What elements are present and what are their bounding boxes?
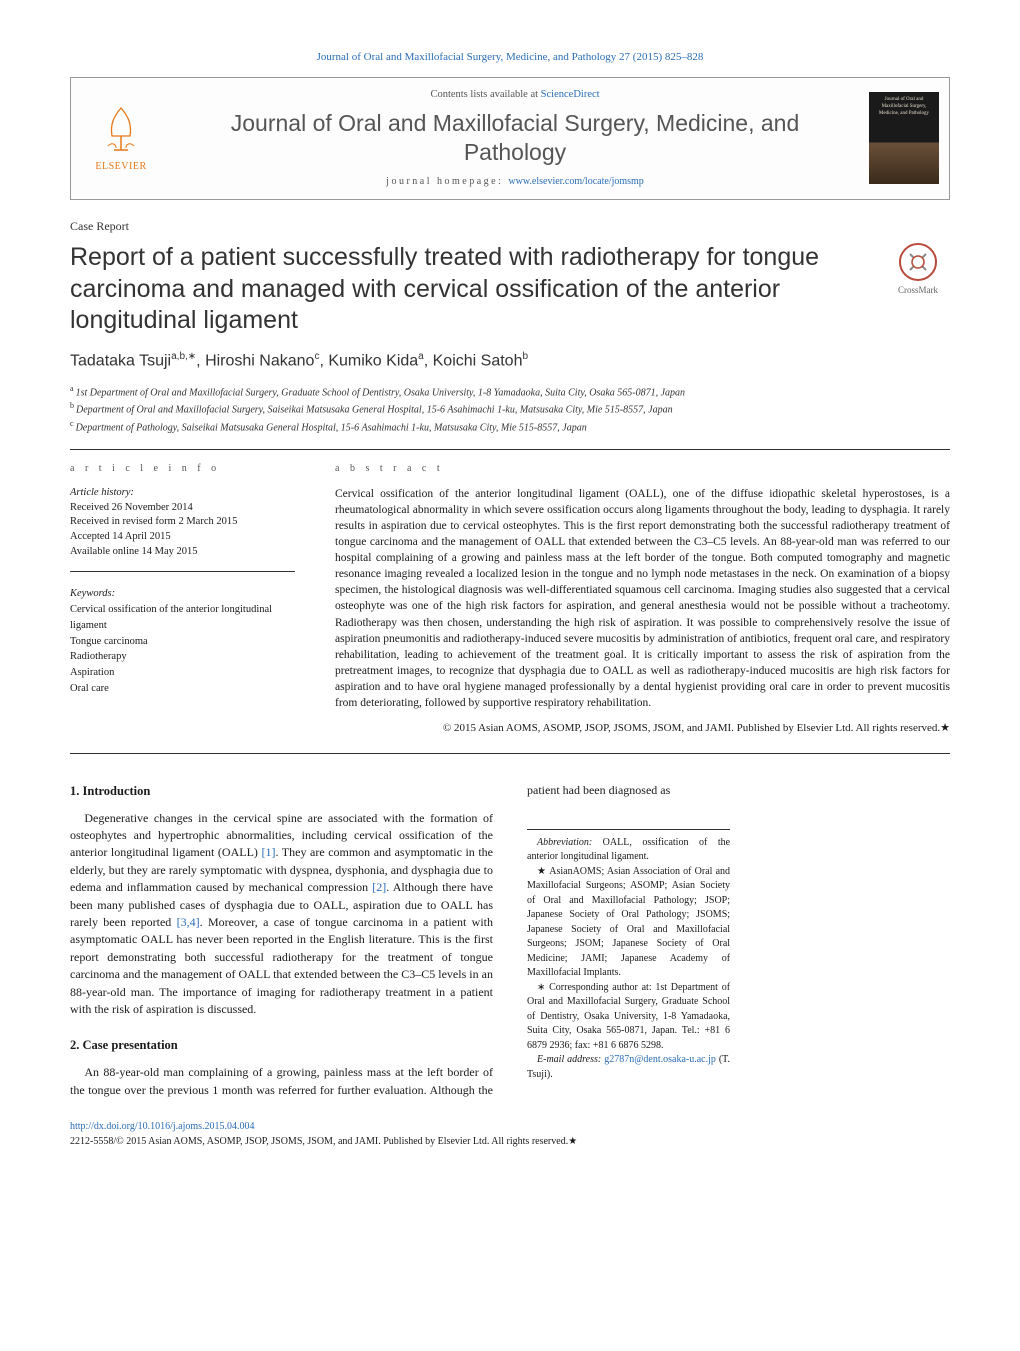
journal-header: ELSEVIER Contents lists available at Sci…: [70, 77, 950, 199]
section-2-heading: 2. Case presentation: [70, 1036, 493, 1054]
author-1: Tadataka Tsuji: [70, 352, 171, 369]
bottom-block: http://dx.doi.org/10.1016/j.ajoms.2015.0…: [70, 1119, 950, 1149]
intro-paragraph: Degenerative changes in the cervical spi…: [70, 810, 493, 1019]
article-info-heading: a r t i c l e i n f o: [70, 462, 295, 476]
running-citation: Journal of Oral and Maxillofacial Surger…: [70, 50, 950, 65]
history-revised: Received in revised form 2 March 2015: [70, 515, 295, 530]
issn-copyright-line: 2212-5558/© 2015 Asian AOMS, ASOMP, JSOP…: [70, 1134, 950, 1149]
keyword-0: Cervical ossification of the anterior lo…: [70, 602, 295, 634]
history-label: Article history:: [70, 486, 295, 501]
author-4: , Koichi Satoh: [424, 352, 523, 369]
elsevier-brand-text: ELSEVIER: [95, 160, 146, 174]
footnote-star: ★ AsianAOMS; Asian Association of Oral a…: [527, 865, 730, 981]
keywords-label: Keywords:: [70, 586, 295, 602]
ref-1[interactable]: [1]: [261, 845, 275, 859]
homepage-label: journal homepage:: [386, 176, 508, 187]
authors-line: Tadataka Tsujia,b,∗, Hiroshi Nakanoc, Ku…: [70, 350, 950, 373]
abstract-block: a b s t r a c t Cervical ossification of…: [335, 462, 950, 737]
crossmark-icon: [898, 242, 938, 282]
footnote-corresponding: ∗ Corresponding author at: 1st Departmen…: [527, 981, 730, 1054]
keyword-3: Aspiration: [70, 665, 295, 681]
elsevier-logo: ELSEVIER: [71, 78, 171, 198]
contents-available-line: Contents lists available at ScienceDirec…: [430, 88, 599, 103]
section-1-heading: 1. Introduction: [70, 782, 493, 800]
cover-title-text: Journal of Oral and Maxillofacial Surger…: [869, 92, 939, 121]
article-title: Report of a patient successfully treated…: [70, 242, 866, 336]
affiliation-b: Department of Oral and Maxillofacial Sur…: [76, 405, 673, 416]
journal-homepage-link[interactable]: www.elsevier.com/locate/jomsmp: [508, 176, 643, 187]
separator-rule: [70, 449, 950, 450]
copyright-line: © 2015 Asian AOMS, ASOMP, JSOP, JSOMS, J…: [335, 721, 950, 736]
crossmark-badge[interactable]: CrossMark: [886, 242, 950, 297]
keyword-4: Oral care: [70, 681, 295, 697]
history-accepted: Accepted 14 April 2015: [70, 530, 295, 545]
full-width-rule: [70, 753, 950, 754]
footnote-abbrev: Abbreviation: OALL, ossification of the …: [527, 836, 730, 865]
author-3: , Kumiko Kida: [319, 352, 418, 369]
affiliation-c: Department of Pathology, Saiseikai Matsu…: [76, 422, 587, 433]
email-link[interactable]: g2787n@dent.osaka-u.ac.jp: [604, 1054, 716, 1065]
footnote-email: E-mail address: g2787n@dent.osaka-u.ac.j…: [527, 1053, 730, 1082]
author-1-sup: a,b,∗: [171, 351, 196, 362]
history-online: Available online 14 May 2015: [70, 545, 295, 560]
abbrev-label: Abbreviation:: [537, 837, 592, 848]
elsevier-tree-icon: [94, 102, 148, 156]
intro-span-d: . Moreover, a case of tongue carcinoma i…: [70, 915, 493, 1016]
ref-3-4[interactable]: [3,4]: [177, 915, 200, 929]
email-label: E-mail address:: [537, 1054, 604, 1065]
journal-homepage-line: journal homepage: www.elsevier.com/locat…: [386, 175, 644, 189]
affiliations: a1st Department of Oral and Maxillofacia…: [70, 383, 950, 435]
author-2: , Hiroshi Nakano: [196, 352, 314, 369]
article-type: Case Report: [70, 218, 950, 235]
keyword-2: Radiotherapy: [70, 649, 295, 665]
footnotes-block: Abbreviation: OALL, ossification of the …: [527, 829, 730, 1083]
abstract-heading: a b s t r a c t: [335, 462, 950, 476]
ref-2[interactable]: [2]: [372, 880, 386, 894]
crossmark-label: CrossMark: [898, 285, 938, 295]
body-text-columns: 1. Introduction Degenerative changes in …: [70, 782, 950, 1100]
history-received: Received 26 November 2014: [70, 501, 295, 516]
sciencedirect-link[interactable]: ScienceDirect: [541, 89, 600, 100]
article-info-block: a r t i c l e i n f o Article history: R…: [70, 462, 295, 737]
journal-name: Journal of Oral and Maxillofacial Surger…: [179, 109, 851, 167]
keyword-1: Tongue carcinoma: [70, 634, 295, 650]
contents-prefix: Contents lists available at: [430, 89, 540, 100]
affiliation-a: 1st Department of Oral and Maxillofacial…: [76, 387, 686, 398]
journal-cover-thumbnail: Journal of Oral and Maxillofacial Surger…: [859, 78, 949, 198]
abstract-text: Cervical ossification of the anterior lo…: [335, 486, 950, 711]
author-4-sup: b: [522, 351, 528, 362]
doi-link[interactable]: http://dx.doi.org/10.1016/j.ajoms.2015.0…: [70, 1121, 255, 1132]
